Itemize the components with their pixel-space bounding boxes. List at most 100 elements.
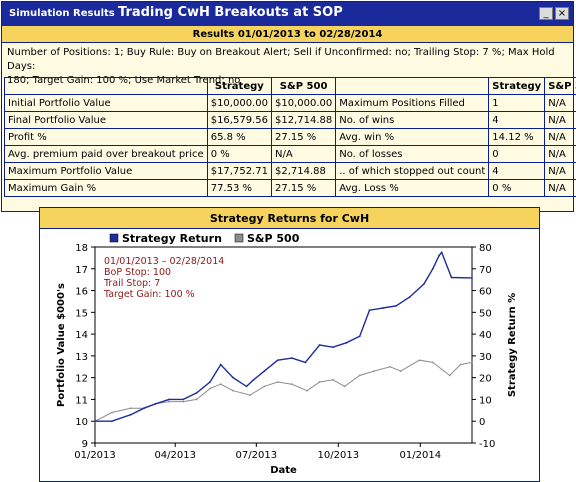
table-cell-label: Profit % (4, 128, 208, 146)
y2-tick-label: 30 (479, 352, 492, 363)
legend-label: Strategy Return (122, 232, 222, 245)
sp500-point (459, 363, 462, 366)
chart-panel-title: Strategy Returns for CwH (40, 208, 539, 229)
strategy-return-point (438, 254, 440, 257)
y-tick-label: 9 (82, 439, 88, 450)
strategy-return-point (168, 398, 170, 401)
minimize-button[interactable]: _ (539, 7, 553, 20)
sp500-point (249, 394, 251, 396)
y2-tick-label: -10 (479, 439, 495, 450)
strategy-return-point (381, 307, 384, 309)
table-cell-sp5002: N/A (544, 145, 576, 163)
strategy-return-point (129, 413, 132, 416)
table-cell-sp5002: N/A (544, 94, 576, 112)
sp500-point (168, 400, 170, 403)
y2-tick-label: 10 (479, 395, 492, 406)
sp500-point (306, 389, 309, 392)
strategy-return-point (291, 357, 293, 359)
window-titlebar[interactable]: Simulation Results Trading CwH Breakouts… (2, 2, 573, 26)
sp500-point (389, 365, 391, 368)
strategy-return-point (252, 378, 255, 381)
chart-annotation-line: Target Gain: 100 % (103, 289, 195, 300)
chart-annotation-line: BoP Stop: 100 (104, 267, 171, 278)
strategy-returns-chart-panel: Strategy Returns for CwH 9 10 11 12 13 14 15 16… (39, 207, 540, 482)
statistics-table: Strategy S&P 500 Strategy S&P 500 Initia… (4, 77, 576, 197)
x-tick-label: 04/2013 (154, 450, 196, 461)
strategy-return-point (358, 335, 361, 338)
table-cell-label: Maximum Gain % (4, 179, 208, 197)
sp500-point (111, 411, 113, 414)
strategy-return-point (245, 385, 248, 388)
strategy-return-point (209, 381, 211, 383)
strategy-return-point (408, 296, 411, 298)
table-cell-label2: Avg. Loss % (335, 179, 490, 197)
y2-axis-label: Strategy Return % (507, 293, 518, 397)
table-row: Maximum Portfolio Value $17,752.71 $2,714.… (4, 162, 576, 180)
table-cell-sp500: $12,714.88 (270, 111, 337, 129)
table-cell-strategy: 0 % (206, 145, 272, 163)
table-cell-strategy2: 1 (488, 94, 546, 112)
close-icon: × (557, 8, 567, 19)
y2-tick-label: 80 (479, 243, 492, 254)
table-cell-sp500: 27.15 % (270, 128, 337, 146)
sp500-point (373, 370, 375, 373)
strategy-return-point (395, 304, 398, 307)
table-cell-sp5002: N/A (544, 128, 576, 146)
header-blank-right (335, 77, 490, 95)
strategy-return-point (195, 392, 198, 394)
strategy-return-point (471, 277, 473, 279)
sp500-point (448, 374, 451, 377)
legend-swatch (234, 233, 244, 243)
y-tick-label: 18 (75, 243, 88, 254)
sp500-point (431, 361, 434, 364)
y2-tick-label: 0 (479, 417, 485, 428)
table-cell-sp5002: N/A (544, 111, 576, 129)
table-cell-label2: Avg. win % (335, 128, 490, 146)
table-cell-strategy2: 4 (488, 111, 546, 129)
plot-area (94, 246, 473, 444)
sp500-line (94, 359, 473, 422)
table-cell-sp500: $10,000.00 (270, 94, 337, 112)
table-cell-label: Maximum Portfolio Value (4, 162, 208, 180)
close-button[interactable]: × (555, 7, 569, 20)
table-cell-label2: No. of losses (335, 145, 490, 163)
table-cell-strategy2: 14.12 % (488, 128, 546, 146)
sp500-point (399, 370, 402, 373)
y2-tick-label: 50 (479, 308, 492, 319)
x-tick-label: 10/2013 (318, 450, 360, 461)
strategy-return-point (154, 402, 157, 405)
sp500-point (263, 385, 266, 388)
sp500-point (318, 381, 321, 383)
strategy-return-point (143, 407, 145, 410)
table-cell-sp500: $2,714.88 (270, 162, 337, 180)
table-cell-strategy: $10,000.00 (206, 94, 272, 112)
y2-tick-label: 40 (479, 330, 492, 341)
table-row: Final Portfolio Value $16,579.56 $12,714.8… (4, 111, 576, 129)
y-tick-label: 14 (75, 330, 88, 341)
strategy-return-point (368, 309, 371, 312)
table-cell-strategy: 77.53 % (206, 179, 272, 197)
strategy-return-point (318, 344, 321, 346)
table-row: Avg. premium paid over breakout price 0 %… (4, 145, 576, 163)
sp500-point (471, 361, 473, 364)
table-row: Maximum Gain % 77.53 % 27.15 % Avg. Loss % 0… (4, 179, 576, 197)
minimize-icon: _ (543, 8, 549, 19)
table-cell-label: Initial Portfolio Value (4, 94, 208, 112)
strategy-return-point (111, 420, 113, 423)
sp500-point (276, 381, 279, 383)
table-cell-strategy2: 4 (488, 162, 546, 180)
strategy-returns-chart: 9 10 11 12 13 14 15 16 17 18 -10 0 10 20 30 40 50 60 70 80 0… (56, 232, 518, 476)
simulation-results-window: Simulation Results Trading CwH Breakouts… (1, 1, 576, 212)
strategy-return-point (263, 370, 266, 373)
strategy-return-point (304, 361, 307, 364)
header-strategy: Strategy (206, 77, 272, 95)
table-cell-label2: Maximum Positions Filled (335, 94, 490, 112)
table-cell-label: Final Portfolio Value (4, 111, 208, 129)
header-strategy-right: Strategy (488, 77, 546, 95)
table-cell-sp500: N/A (270, 145, 337, 163)
table-row: Initial Portfolio Value $10,000.00 $10,000… (4, 94, 576, 112)
chart-annotation-line: 01/01/2013 – 02/28/2014 (104, 256, 224, 267)
parameters-line-1: Number of Positions: 1; Buy Rule: Buy on… (7, 47, 555, 72)
x-tick-label: 07/2013 (236, 450, 278, 461)
